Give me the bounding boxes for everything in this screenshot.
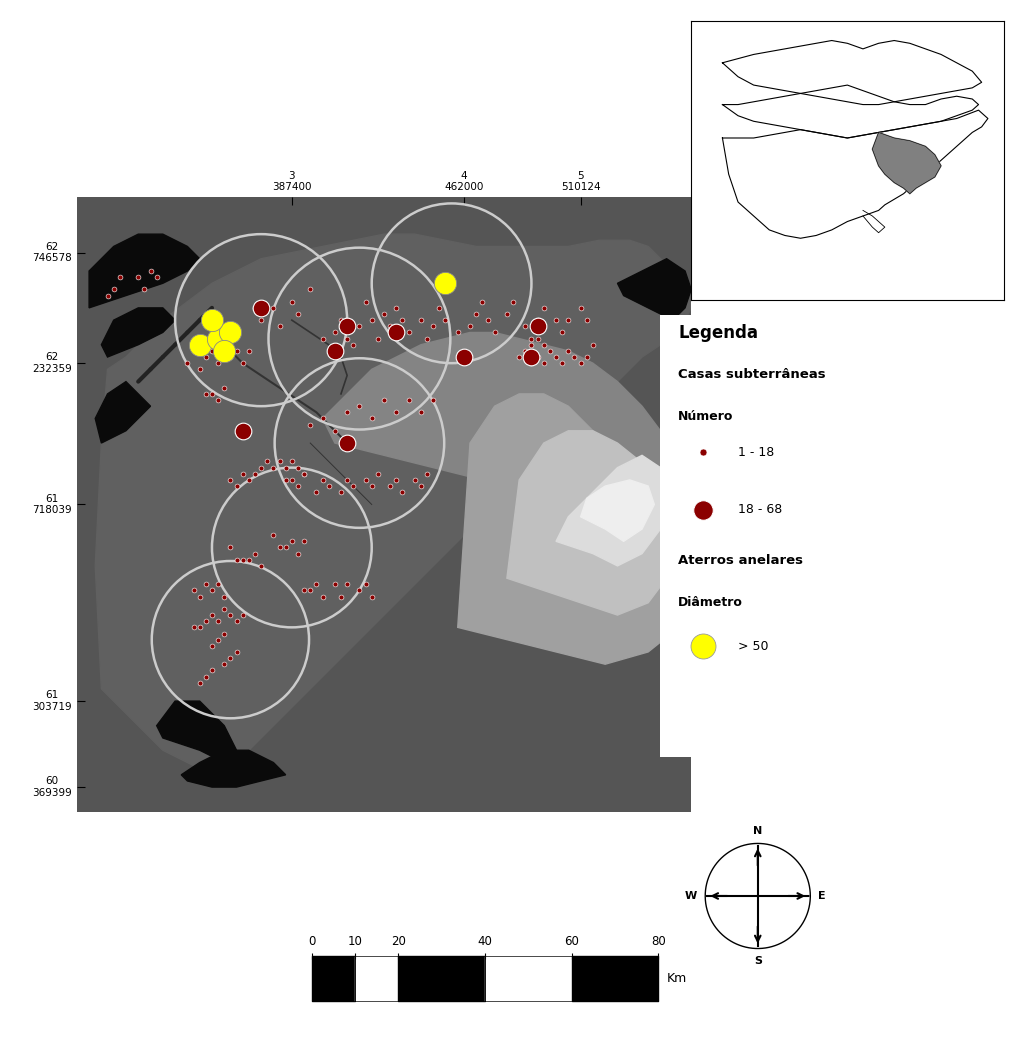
- Polygon shape: [872, 132, 941, 193]
- Polygon shape: [581, 480, 654, 541]
- Polygon shape: [95, 234, 691, 768]
- Polygon shape: [556, 455, 667, 565]
- Text: > 50: > 50: [738, 640, 769, 653]
- Polygon shape: [458, 394, 685, 664]
- Polygon shape: [507, 431, 679, 615]
- Polygon shape: [157, 701, 237, 763]
- Polygon shape: [101, 308, 175, 357]
- Polygon shape: [89, 234, 200, 308]
- Text: N: N: [753, 825, 763, 836]
- Text: Casas subterrâneas: Casas subterrâneas: [678, 368, 825, 382]
- Text: Legenda: Legenda: [678, 324, 758, 343]
- Text: W: W: [685, 891, 697, 901]
- Text: 18 - 68: 18 - 68: [738, 503, 782, 516]
- Polygon shape: [95, 382, 151, 444]
- Text: S: S: [754, 956, 762, 967]
- Polygon shape: [323, 332, 691, 504]
- Text: Número: Número: [678, 410, 733, 424]
- Text: Diâmetro: Diâmetro: [678, 596, 743, 609]
- Polygon shape: [181, 750, 286, 787]
- Text: Km: Km: [668, 972, 687, 985]
- Text: Aterros anelares: Aterros anelares: [678, 554, 803, 566]
- Text: E: E: [818, 891, 825, 901]
- Polygon shape: [77, 198, 691, 811]
- Polygon shape: [617, 259, 691, 321]
- Text: 1 - 18: 1 - 18: [738, 446, 774, 458]
